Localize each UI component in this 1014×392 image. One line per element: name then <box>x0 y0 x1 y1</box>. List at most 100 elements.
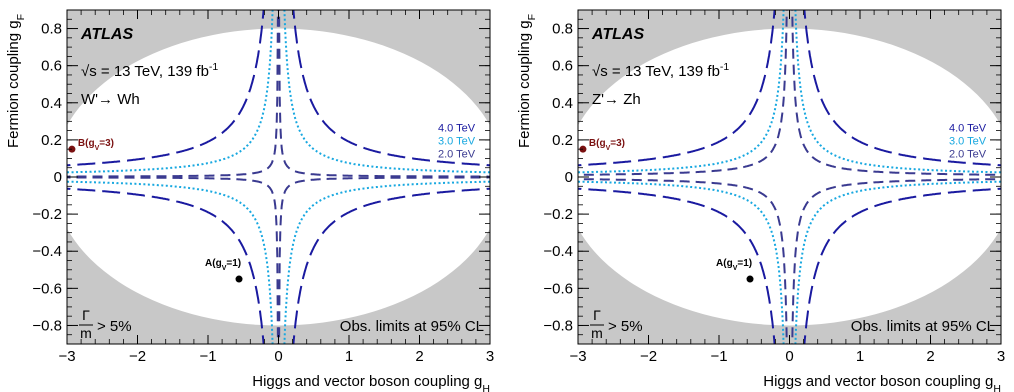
x-tick-label: −1 <box>710 348 727 365</box>
energy-lumi-label: √s = 13 TeV, 139 fb-1 <box>81 61 218 80</box>
contour-branch <box>791 178 1001 344</box>
x-tick-label: 0 <box>274 348 282 365</box>
gamma-condition: > 5% <box>608 318 643 335</box>
channel-label: W'→ Wh <box>81 91 140 108</box>
y-axis-title: Fermion coupling gF <box>516 14 538 148</box>
y-tick-label: −0.2 <box>32 206 62 223</box>
y-tick-label: 0.2 <box>552 132 573 149</box>
contour-branch <box>67 180 274 344</box>
contour-branch <box>794 180 1001 344</box>
series-label: 2.0 TeV <box>949 148 987 160</box>
x-tick-label: −1 <box>199 348 216 365</box>
y-tick-label: 0 <box>54 169 62 186</box>
x-tick-label: −2 <box>129 348 146 365</box>
y-tick-label: −0.4 <box>32 243 62 260</box>
y-tick-label: 0.6 <box>552 58 573 75</box>
channel-label: Z'→ Zh <box>592 91 641 108</box>
contour-branch <box>67 10 265 167</box>
gamma-denominator: m <box>591 325 603 341</box>
width-exclusion-region <box>67 10 490 344</box>
y-axis: −0.8 −0.6 −0.4 −0.2 0 0.2 0.4 0.6 0.8 <box>543 9 1001 345</box>
series-2-0-tev-curves <box>578 10 1001 344</box>
plot-area <box>67 10 490 344</box>
x-axis-title: Higgs and vector boson coupling gH <box>252 373 490 392</box>
gamma-denominator: m <box>80 325 92 341</box>
y-tick-label: −0.6 <box>32 280 62 297</box>
y-tick-label: 0 <box>565 169 573 186</box>
x-tick-label: 1 <box>345 348 353 365</box>
series-label: 2.0 TeV <box>438 148 476 160</box>
experiment-label: ATLAS <box>80 26 133 43</box>
y-tick-label: 0.6 <box>41 58 62 75</box>
x-tick-label: 0 <box>785 348 793 365</box>
contour-branch <box>283 180 490 344</box>
obs-limits-note: Obs. limits at 95% CL <box>340 318 484 335</box>
y-tick-label: 0.2 <box>41 132 62 149</box>
contour-branch <box>803 187 1001 344</box>
benchmark-point-a: A(gV=1) <box>716 258 754 283</box>
x-axis: −3 −2 −1 0 1 2 3 <box>569 10 1005 365</box>
contour-branch <box>791 10 1001 176</box>
contour-branch <box>578 187 776 344</box>
y-tick-label: −0.6 <box>543 280 573 297</box>
y-tick-label: −0.8 <box>543 317 573 334</box>
y-tick-label: 0.4 <box>41 95 62 112</box>
x-axis-title: Higgs and vector boson coupling gH <box>763 373 1001 392</box>
benchmark-label: B(gV=3) <box>78 138 114 152</box>
contour-branch <box>578 10 785 174</box>
benchmark-marker <box>746 275 754 283</box>
contour-branch <box>283 10 490 174</box>
contour-branch <box>292 187 490 344</box>
y-tick-label: −0.4 <box>543 243 573 260</box>
x-tick-label: −3 <box>58 348 75 365</box>
y-tick-label: −0.2 <box>543 206 573 223</box>
contour-branch <box>67 176 279 344</box>
contour-branch <box>794 10 1001 174</box>
benchmark-label: B(gV=3) <box>589 138 625 152</box>
y-axis: −0.8 −0.6 −0.4 −0.2 0 0.2 0.4 0.6 0.8 <box>32 9 490 345</box>
contour-branch <box>578 10 788 176</box>
obs-limits-note: Obs. limits at 95% CL <box>851 318 995 335</box>
series-label: 4.0 TeV <box>949 122 987 134</box>
y-tick-label: 0.4 <box>552 95 573 112</box>
contour-branch <box>578 180 785 344</box>
contour-branch <box>578 178 788 344</box>
gamma-numerator: Γ <box>82 307 90 323</box>
x-tick-label: 3 <box>486 348 494 365</box>
x-tick-label: 1 <box>856 348 864 365</box>
contour-branch <box>67 187 265 344</box>
y-tick-label: −0.8 <box>32 317 62 334</box>
plot-area <box>578 10 1001 344</box>
contour-branch <box>292 10 490 167</box>
gamma-numerator: Γ <box>593 307 601 323</box>
y-tick-label: 0.8 <box>41 21 62 38</box>
benchmark-marker <box>235 275 243 283</box>
width-condition-label: Γm > 5% <box>590 307 643 341</box>
series-label: 4.0 TeV <box>438 122 476 134</box>
x-axis: −3 −2 −1 0 1 2 3 <box>58 10 494 365</box>
width-condition-label: Γm > 5% <box>79 307 132 341</box>
series-4-0-tev-curves <box>67 10 490 344</box>
gamma-condition: > 5% <box>97 318 132 335</box>
x-tick-label: 2 <box>926 348 934 365</box>
contour-branch <box>803 10 1001 167</box>
series-3-0-tev-curves <box>578 10 1001 344</box>
y-axis-title: Fermion coupling gF <box>5 14 27 148</box>
series-label: 3.0 TeV <box>949 135 987 147</box>
contour-branch <box>278 176 490 344</box>
x-tick-label: 2 <box>415 348 423 365</box>
contour-branch <box>578 10 776 167</box>
benchmark-label: A(gV=1) <box>716 258 752 272</box>
benchmark-label: A(gV=1) <box>205 258 241 272</box>
experiment-label: ATLAS <box>591 26 644 43</box>
x-tick-label: −2 <box>640 348 657 365</box>
series-4-0-tev-curves <box>578 10 1001 344</box>
series-label: 3.0 TeV <box>438 135 476 147</box>
y-tick-label: 0.8 <box>552 21 573 38</box>
x-tick-label: −3 <box>569 348 586 365</box>
series-2-0-tev-curves <box>67 10 490 344</box>
series-3-0-tev-curves <box>67 10 490 344</box>
